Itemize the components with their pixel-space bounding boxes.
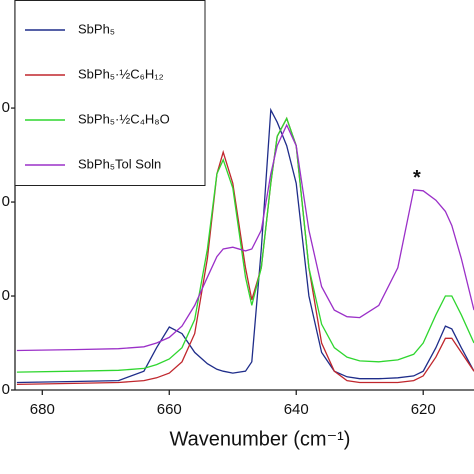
x-axis-label: Wavenumber (cm⁻¹) [170, 428, 351, 450]
legend-label: SbPh₅·½C₄H₈O [78, 111, 170, 126]
y-tick-label: 0 [2, 381, 10, 398]
spectrum-line [16, 107, 474, 384]
x-tick-label: 640 [284, 401, 309, 418]
legend-label: SbPh₅·½C₆H₁₂ [78, 66, 164, 81]
spectrum-line [16, 116, 474, 373]
y-tick-label: 0 [2, 193, 10, 210]
x-tick-label: 660 [157, 401, 182, 418]
annotation: * [413, 167, 421, 189]
x-tick-label: 680 [30, 401, 55, 418]
legend-box [14, 0, 206, 186]
y-tick-label: 0 [2, 99, 10, 116]
y-tick-label: 0 [2, 287, 10, 304]
legend-label: SbPh₅ [78, 21, 115, 36]
spectrum-line [16, 123, 474, 352]
legend-label: SbPh₅Tol Soln [78, 156, 161, 171]
x-tick-label: 620 [411, 401, 436, 418]
